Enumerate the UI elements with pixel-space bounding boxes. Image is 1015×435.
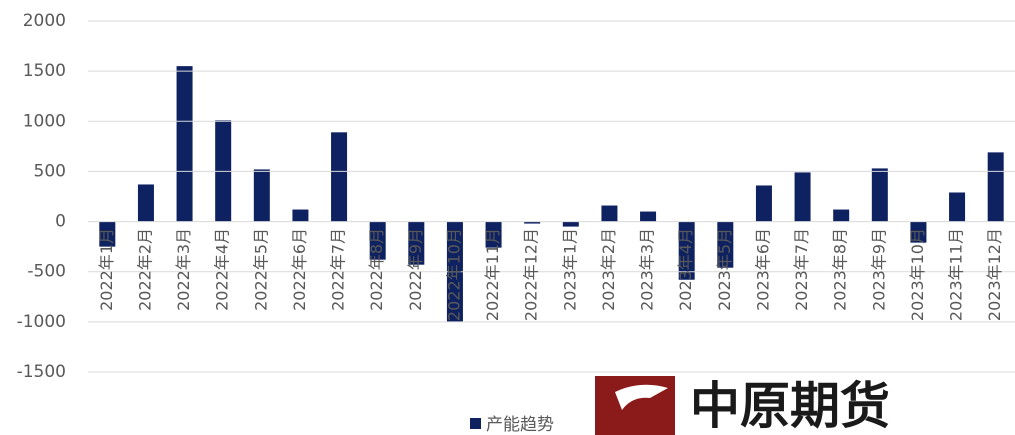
- x-tick-label: 2022年2月: [135, 228, 154, 311]
- bar: [524, 221, 541, 224]
- x-tick-label: 2022年7月: [329, 228, 348, 311]
- bar: [949, 192, 966, 222]
- bar: [137, 184, 154, 222]
- y-tick-label: -500: [27, 262, 66, 282]
- x-tick-label: 2023年8月: [831, 228, 850, 311]
- x-tick-label: 2023年1月: [560, 228, 579, 311]
- y-tick-label: 1000: [23, 111, 66, 131]
- bar: [871, 168, 888, 222]
- y-tick-label: -1500: [17, 362, 66, 382]
- x-tick-label: 2023年7月: [792, 228, 811, 311]
- bar: [253, 169, 270, 222]
- legend-label: 产能趋势: [486, 415, 554, 435]
- watermark: 中原期货: [690, 376, 890, 435]
- x-tick-label: 2022年4月: [213, 228, 232, 311]
- x-tick-label: 2022年10月: [444, 228, 463, 321]
- x-tick-label: 2023年2月: [599, 228, 618, 311]
- bar: [485, 221, 502, 248]
- bar: [176, 66, 193, 222]
- x-tick-label: 2022年9月: [406, 228, 425, 311]
- y-tick-label: 500: [34, 161, 66, 181]
- bar: [794, 172, 811, 222]
- x-tick-label: 2022年6月: [290, 228, 309, 311]
- bar: [717, 221, 734, 268]
- x-tick-label: 2023年5月: [715, 228, 734, 311]
- y-tick-label: 2000: [23, 11, 66, 31]
- x-tick-label: 2023年6月: [753, 228, 772, 311]
- bar: [601, 205, 618, 222]
- bar: [678, 221, 695, 280]
- x-tick-label: 2023年4月: [676, 228, 695, 311]
- x-tick-label: 2022年8月: [367, 228, 386, 311]
- logo-mark: [595, 376, 675, 435]
- bar: [987, 152, 1004, 222]
- y-tick-label: 0: [55, 212, 66, 232]
- bar: [910, 221, 927, 243]
- bar: [408, 221, 425, 265]
- legend-swatch: [470, 418, 481, 429]
- bar: [369, 221, 386, 260]
- x-tick-label: 2023年9月: [869, 228, 888, 311]
- bar: [755, 185, 772, 222]
- bar: [331, 132, 348, 222]
- x-tick-label: 2022年11月: [483, 228, 502, 321]
- bar: [292, 209, 309, 222]
- x-tick-label: 2022年12月: [522, 228, 541, 321]
- bar: [99, 221, 116, 247]
- x-tick-label: 2023年11月: [947, 228, 966, 321]
- x-tick-label: 2022年1月: [97, 228, 116, 311]
- y-tick-label: -1000: [17, 312, 66, 332]
- bar: [215, 120, 232, 222]
- x-tick-label: 2023年3月: [638, 228, 657, 311]
- bar: [640, 211, 657, 222]
- logo-swoosh: [615, 384, 668, 410]
- x-tick-label: 2023年10月: [908, 228, 927, 321]
- bar: [833, 209, 850, 222]
- x-tick-label: 2023年12月: [985, 228, 1004, 321]
- x-tick-label: 2022年3月: [174, 228, 193, 311]
- y-tick-label: 1500: [23, 61, 66, 81]
- bar: [562, 221, 579, 227]
- x-tick-label: 2022年5月: [251, 228, 270, 311]
